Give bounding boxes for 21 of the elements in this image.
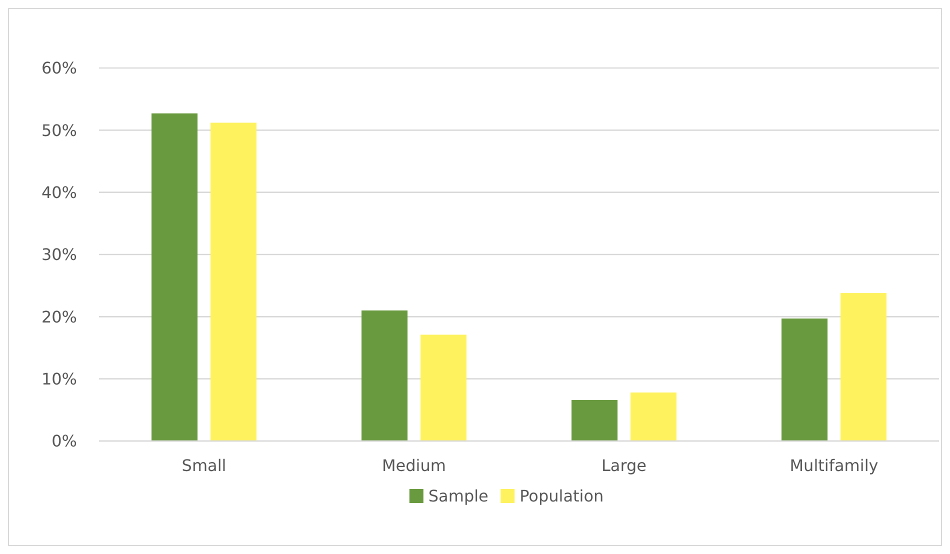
bar xyxy=(572,400,618,441)
y-tick-label: 0% xyxy=(52,432,77,451)
y-tick-label: 10% xyxy=(41,369,77,388)
bar xyxy=(782,318,828,441)
x-tick-label: Small xyxy=(182,456,226,475)
legend-label: Sample xyxy=(428,486,488,506)
x-tick-label: Large xyxy=(601,456,647,475)
y-tick-label: 30% xyxy=(41,245,77,264)
bar xyxy=(210,122,256,441)
x-tick-label: Multifamily xyxy=(790,456,878,475)
bar xyxy=(840,293,886,441)
bar xyxy=(362,310,408,441)
x-tick-label: Medium xyxy=(382,456,446,475)
legend-label: Population xyxy=(520,486,604,506)
bar xyxy=(630,392,676,441)
y-tick-label: 50% xyxy=(41,120,77,140)
y-tick-label: 20% xyxy=(41,307,77,326)
y-tick-label: 60% xyxy=(41,58,77,78)
y-tick-label: 40% xyxy=(41,182,77,202)
bar xyxy=(420,334,466,441)
bar xyxy=(152,113,198,441)
